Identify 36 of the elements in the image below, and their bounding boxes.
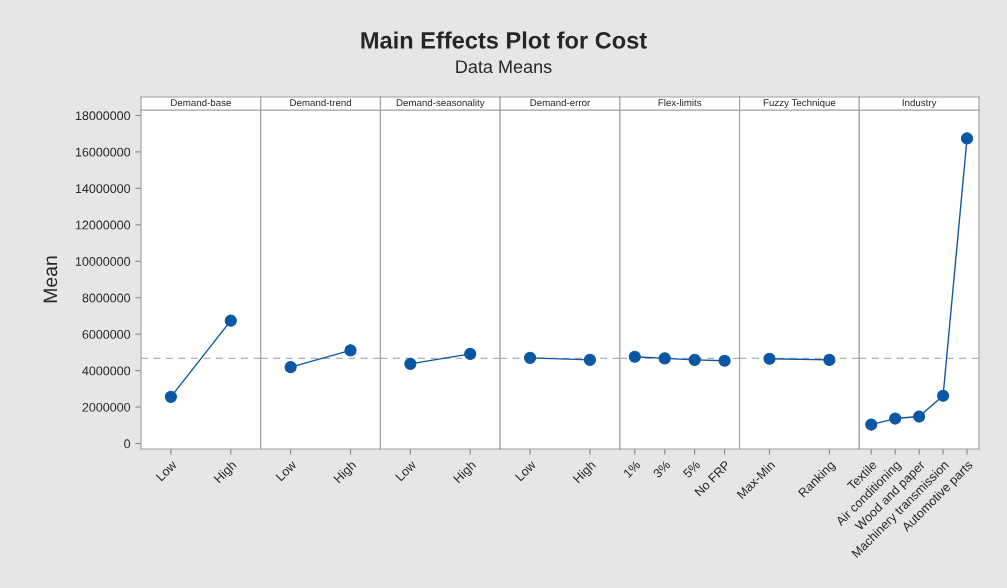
y-tick-label: 8000000 — [82, 293, 131, 303]
chart-title: Demand-trend — [290, 98, 352, 107]
y-tick-label: 18000000 — [75, 111, 131, 121]
x-tick-label: High — [452, 459, 478, 486]
x-tick-label: High — [213, 459, 239, 486]
text: Data Means — [456, 60, 552, 74]
y-tick-label: 14000000 — [75, 184, 131, 194]
chart-title: Fuzzy Technique — [763, 98, 836, 109]
y-tick-label: 0 — [124, 439, 131, 449]
x-tick-label: 5% — [682, 460, 701, 479]
x-tick-label: High — [572, 459, 598, 486]
chart-title: Industry — [902, 98, 937, 109]
x-tick-label: 3% — [652, 459, 671, 479]
point — [865, 418, 878, 431]
x-tick-label: Low — [155, 459, 178, 482]
chart-title: Demand-base — [171, 98, 231, 107]
point — [937, 389, 950, 402]
y-tick-label: 6000000 — [82, 329, 131, 339]
point — [913, 410, 926, 423]
y-tick-label: 10000000 — [75, 257, 131, 266]
text: Main Effects Plot for Cost — [361, 31, 647, 49]
chart-title: Demand-seasonality — [396, 98, 485, 109]
y-tick-label: 12000000 — [75, 220, 131, 230]
y-tick-label: 4000000 — [82, 366, 131, 376]
x-tick-label: Low — [395, 459, 417, 482]
y-axis-title: Mean — [43, 256, 58, 303]
chart-title: Demand-error — [530, 98, 591, 107]
x-tick-label: High — [333, 459, 359, 486]
y-tick-label: 2000000 — [82, 402, 131, 412]
x-tick-label: Low — [514, 459, 537, 482]
y-tick-label: 16000000 — [75, 147, 131, 157]
chart-title: Flex-limits — [658, 98, 702, 107]
point — [960, 132, 974, 145]
x-tick-label: 1% — [622, 460, 641, 478]
x-tick-label: Low — [275, 459, 298, 482]
point — [889, 412, 902, 425]
